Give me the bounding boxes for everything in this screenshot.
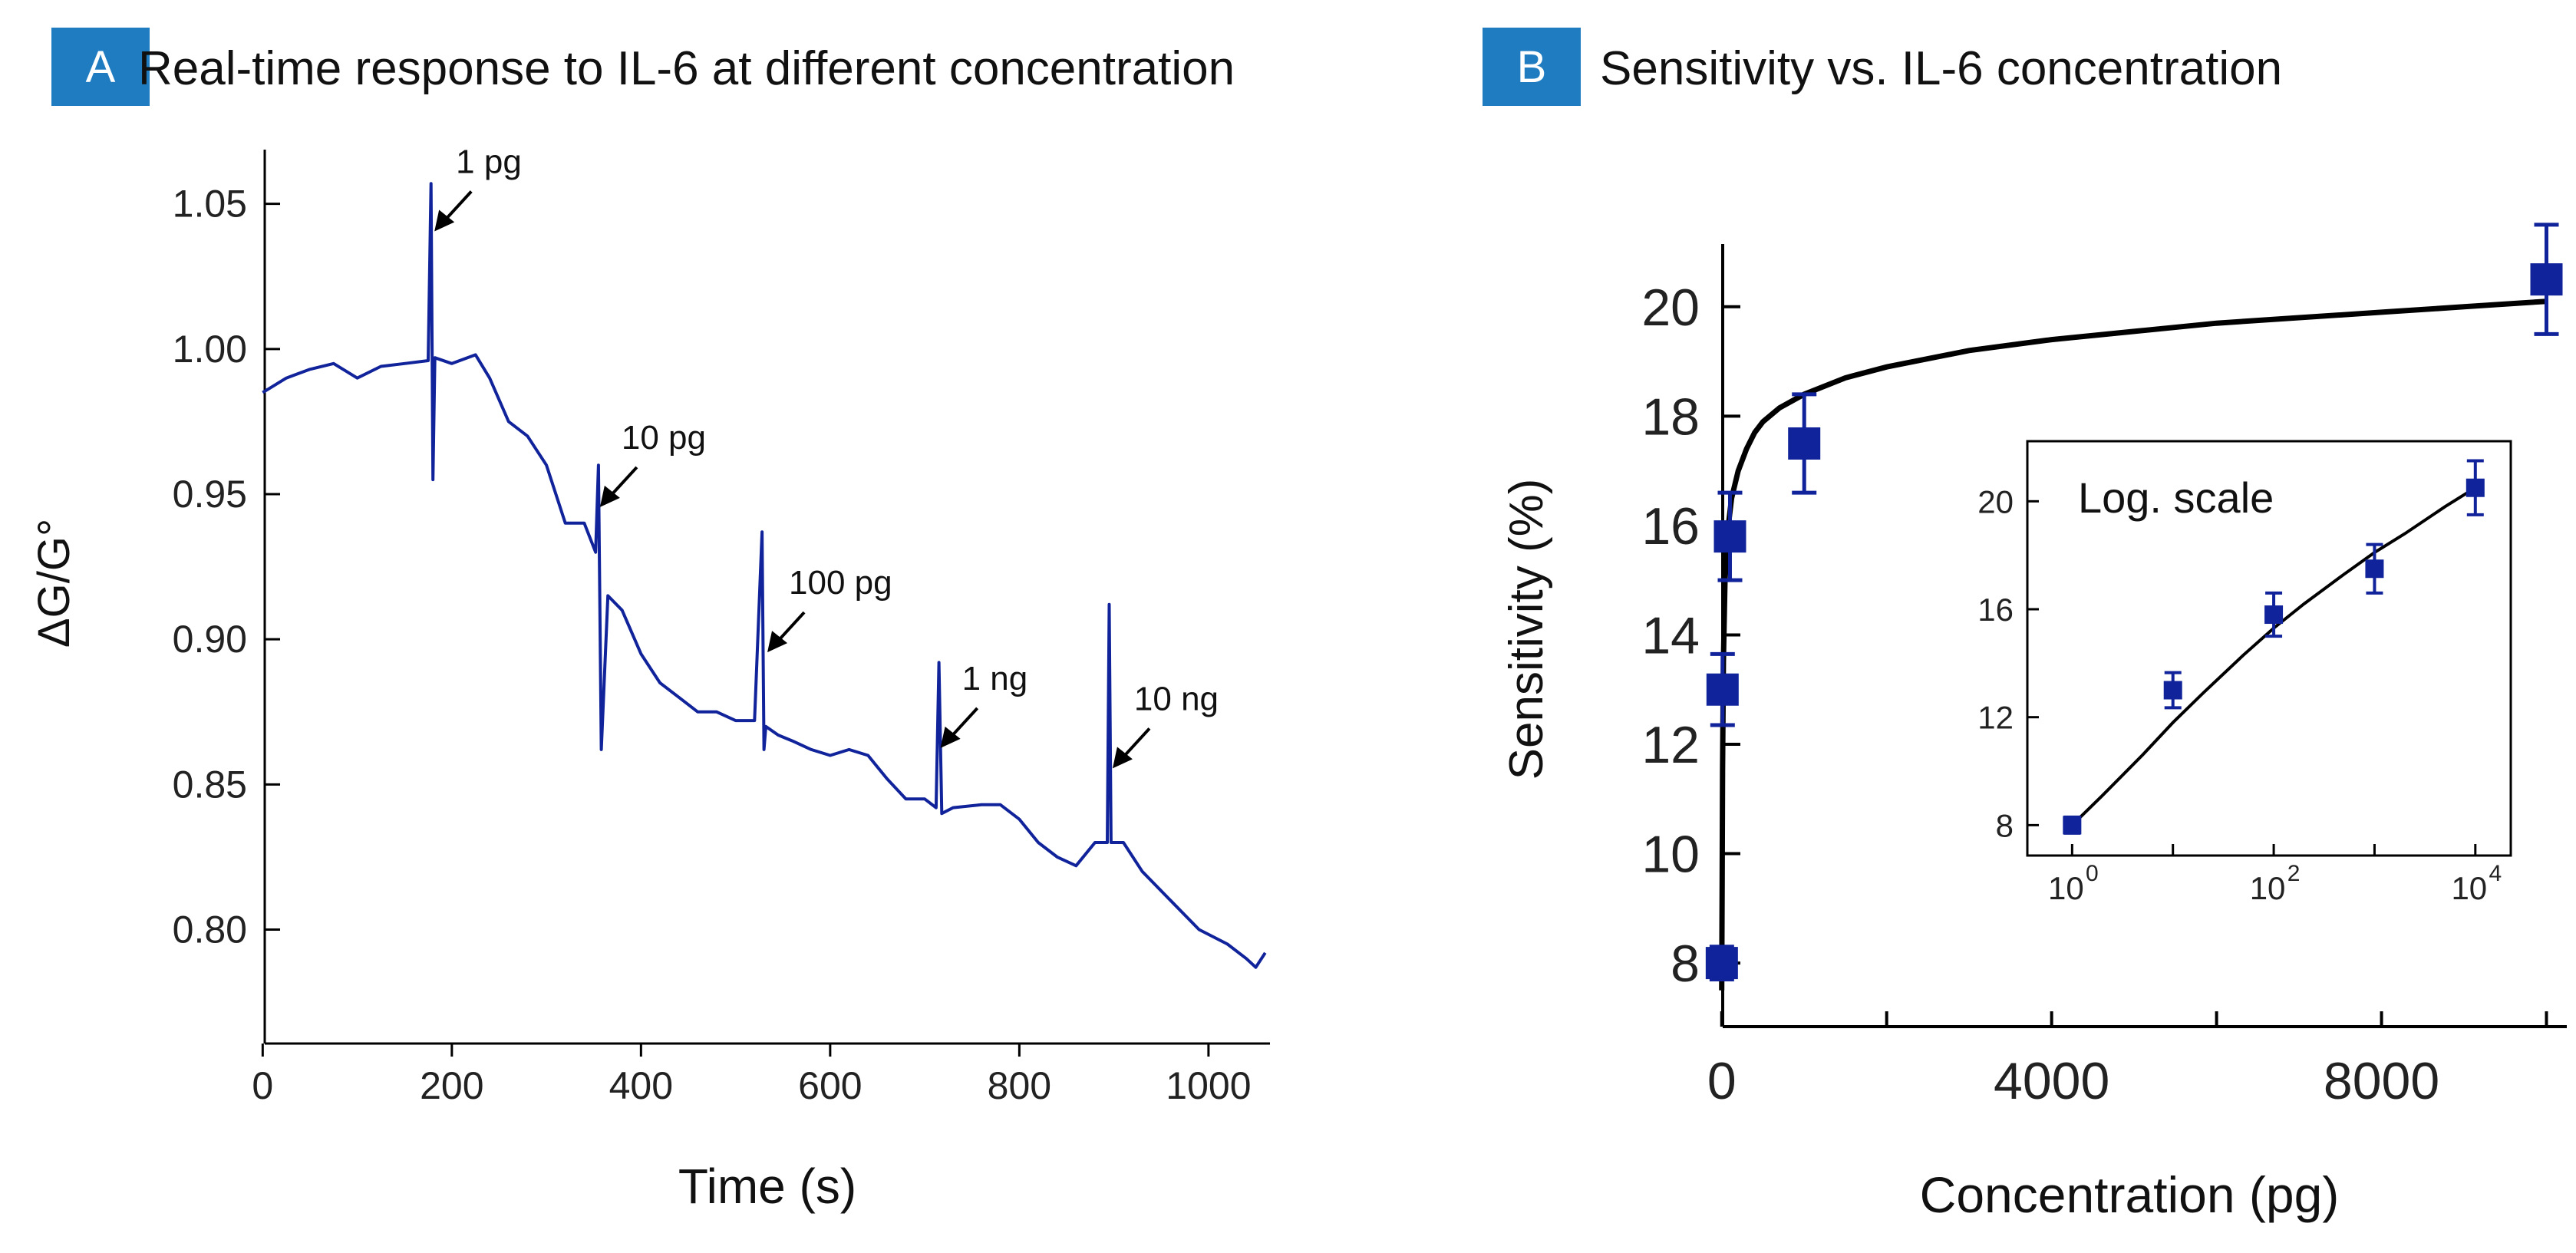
a-series-line [262, 182, 1267, 969]
b-y-tick-label: 10 [1641, 826, 1700, 884]
inset-x-tick-exponent: 4 [2489, 861, 2502, 886]
b-y-tick-label: 14 [1641, 606, 1700, 664]
panel-a-badge: A [51, 28, 150, 106]
a-x-tick-label: 600 [798, 1064, 862, 1107]
panel-b-title: Sensitivity vs. IL-6 concentration [1600, 42, 2283, 95]
a-x-tick-label: 1000 [1166, 1064, 1251, 1107]
b-y-tick-label: 8 [1671, 935, 1700, 993]
b-data-point [1788, 427, 1821, 460]
inset-y-tick-label: 20 [1977, 483, 2014, 519]
b-fit-curve [1719, 298, 2547, 991]
a-annotation-label: 100 pg [789, 564, 892, 602]
b-y-tick-label: 20 [1641, 279, 1700, 337]
inset-data-point [2466, 478, 2485, 497]
b-x-tick-label: 0 [1707, 1052, 1737, 1110]
b-y-tick-label: 18 [1641, 387, 1700, 446]
a-y-tick-label: 1.05 [173, 183, 247, 226]
a-annotation-label: 10 pg [622, 419, 706, 457]
inset-x-tick-label: 10 [2451, 870, 2487, 906]
b-x-tick-label: 4000 [1994, 1052, 2109, 1110]
inset-label: Log. scale [2078, 473, 2274, 522]
inset-x-tick-exponent: 0 [2086, 861, 2099, 886]
b-data-point [1713, 520, 1746, 553]
inset-x-tick-exponent: 2 [2287, 861, 2301, 886]
b-data-point [1706, 673, 1739, 706]
b-y-tick-label: 12 [1641, 716, 1700, 774]
inset-x-tick-label: 10 [2250, 870, 2286, 906]
inset-data-point [2264, 605, 2284, 625]
inset-y-tick-label: 8 [1996, 807, 2014, 843]
inset-data-point [2163, 681, 2182, 700]
a-y-tick-label: 0.85 [173, 763, 247, 806]
b-data-point [2530, 263, 2563, 296]
a-x-axis-label: Time (s) [678, 1159, 856, 1214]
a-y-tick-label: 1.00 [173, 328, 247, 371]
b-x-axis-label: Concentration (pg) [1920, 1166, 2340, 1223]
a-x-tick-label: 400 [609, 1064, 673, 1107]
a-y-tick-label: 0.90 [173, 618, 247, 661]
a-x-tick-label: 800 [988, 1064, 1051, 1107]
a-y-tick-label: 0.95 [173, 473, 247, 516]
a-y-axis-label: ΔG/G° [29, 519, 79, 648]
inset-data-point [2365, 559, 2384, 579]
a-annotation-label: 1 pg [456, 143, 522, 181]
a-annotation-arrowhead [1112, 747, 1133, 769]
a-annotation-label: 1 ng [962, 660, 1028, 697]
inset-y-tick-label: 16 [1977, 592, 2014, 628]
b-y-axis-label: Sensitivity (%) [1500, 479, 1553, 780]
a-annotation-label: 10 ng [1134, 680, 1219, 717]
a-annotation-arrowhead [599, 485, 620, 507]
b-y-tick-label: 16 [1641, 497, 1700, 556]
a-y-tick-label: 0.80 [173, 908, 247, 951]
inset-data-point [2063, 816, 2082, 835]
inset-x-tick-label: 10 [2048, 870, 2084, 906]
inset-y-tick-label: 12 [1977, 700, 2014, 736]
a-x-tick-label: 0 [252, 1064, 273, 1107]
b-data-point [1705, 947, 1738, 980]
a-annotation-arrowhead [767, 631, 788, 653]
a-annotation-arrowhead [940, 726, 961, 748]
a-annotation-arrowhead [434, 209, 455, 232]
panel-a-title: Real-time response to IL-6 at different … [138, 42, 1235, 95]
panel-b-badge: B [1483, 28, 1581, 106]
b-x-tick-label: 8000 [2324, 1052, 2439, 1110]
inset-frame [2026, 440, 2512, 857]
a-x-tick-label: 200 [420, 1064, 483, 1107]
